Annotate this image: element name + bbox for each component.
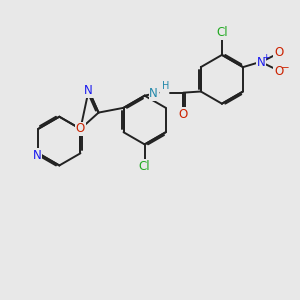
Text: N: N [257, 56, 266, 69]
Text: −: − [281, 63, 290, 73]
Text: N: N [33, 149, 41, 162]
Text: H: H [162, 81, 169, 91]
Text: Cl: Cl [139, 160, 150, 172]
Text: N: N [84, 84, 93, 97]
Text: O: O [178, 108, 188, 121]
Text: O: O [76, 122, 85, 135]
Text: N: N [149, 87, 158, 101]
Text: O: O [274, 46, 283, 59]
Text: +: + [262, 53, 269, 62]
Text: Cl: Cl [216, 26, 228, 39]
Text: O: O [274, 65, 283, 78]
